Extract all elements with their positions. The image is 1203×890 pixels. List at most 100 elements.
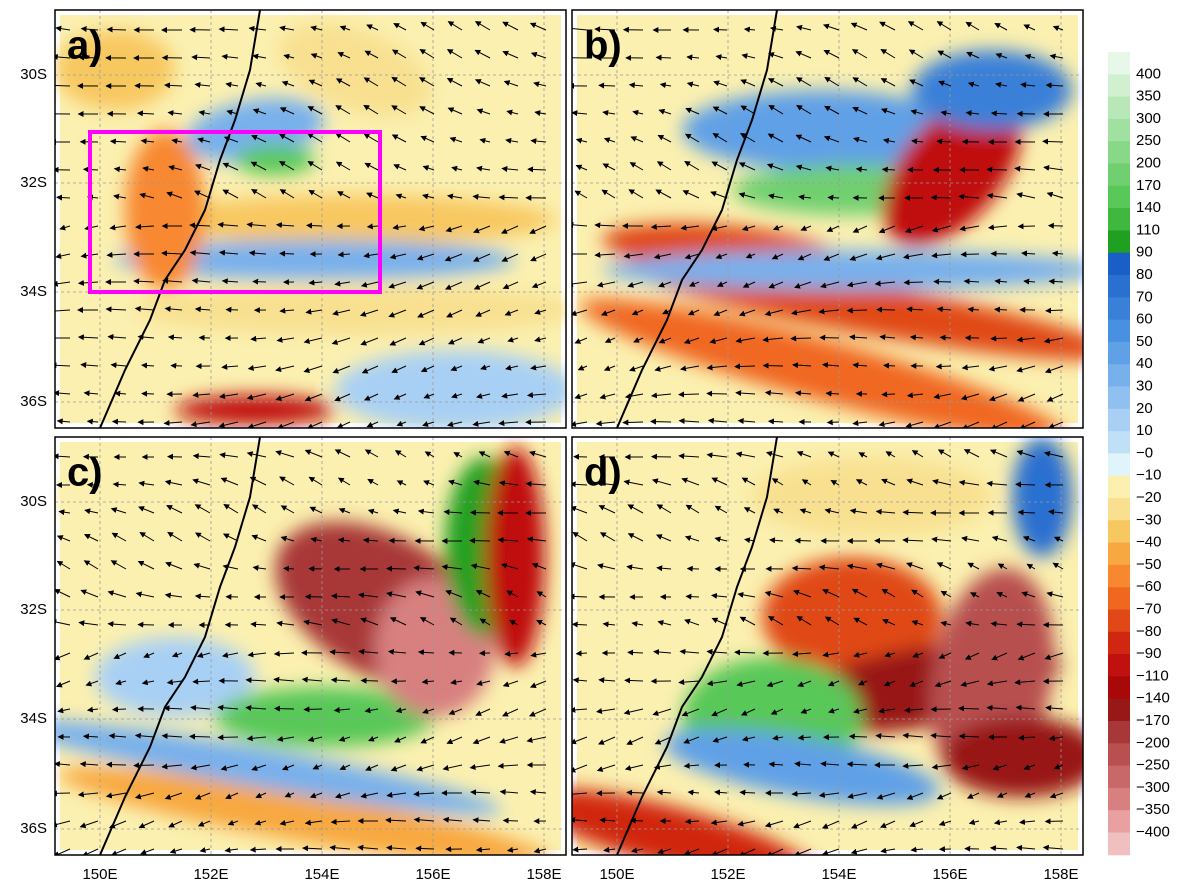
colorbar-label: 350 [1136,88,1161,105]
wind-arrow [623,422,643,423]
colorbar-swatch [1108,320,1130,343]
wind-arrow [795,540,811,541]
colorbar-swatch [1108,164,1130,187]
field [50,5,575,430]
colorbar-swatch [1108,476,1130,499]
field [519,437,1102,885]
wind-arrow [1019,226,1035,227]
colorbar-swatch [1108,186,1130,209]
wind-arrow [504,820,518,821]
colorbar-label: −50 [1136,556,1161,573]
colorbar-swatch [1108,141,1130,164]
lon-label: 158E [526,866,561,883]
field-blob [235,145,315,175]
wind-arrow [735,366,755,367]
lon-label: 156E [415,866,450,883]
field-blob [155,195,555,245]
wind-arrow [57,197,70,198]
colorbar-swatch [1108,676,1130,699]
colorbar-swatch [1108,743,1130,766]
colorbar-swatch [1108,565,1130,588]
wind-arrow [937,366,951,367]
lon-label: 154E [304,866,339,883]
field-blob [125,130,205,290]
wind-arrow [764,365,783,366]
wind-arrow [218,737,238,738]
colorbar-label: −10 [1136,467,1161,484]
lat-label: 30S [20,66,47,83]
wind-arrow [307,225,322,226]
wind-arrow [791,338,811,339]
wind-arrow [828,197,839,198]
colorbar-label: −0 [1136,444,1153,461]
lon-label: 156E [932,866,967,883]
colorbar-swatch [1108,74,1130,97]
lat-label: 30S [20,493,47,510]
colorbar-swatch [1108,721,1130,744]
wind-arrow [599,85,615,86]
colorbar: 4003503002502001701401109080706050403020… [1108,52,1170,855]
field-blob [485,447,545,667]
figure: a)30S32S34S36Sb)c)30S32S34S36S150E152E15… [0,0,1203,885]
colorbar-label: 60 [1136,311,1153,328]
colorbar-label: 250 [1136,132,1161,149]
colorbar-swatch [1108,654,1130,677]
colorbar-swatch [1108,119,1130,142]
wind-arrow [113,421,126,422]
colorbar-swatch [1108,453,1130,476]
wind-arrow [820,337,839,338]
colorbar-label: −70 [1136,600,1161,617]
colorbar-label: −110 [1136,667,1169,684]
colorbar-label: 80 [1136,266,1153,283]
colorbar-swatch [1108,520,1130,543]
colorbar-label: 170 [1136,177,1161,194]
wind-arrow [850,736,867,737]
field-blob [1012,437,1072,557]
colorbar-label: −20 [1136,489,1161,506]
colorbar-swatch [1108,387,1130,410]
colorbar-label: 140 [1136,199,1161,216]
lon-label: 158E [1043,866,1078,883]
colorbar-swatch [1108,833,1130,856]
wind-arrow [987,169,1007,170]
wind-arrow [253,281,266,282]
colorbar-swatch [1108,275,1130,298]
wind-arrow [651,421,671,422]
wind-arrow [904,282,923,283]
colorbar-swatch [1108,253,1130,276]
colorbar-label: −170 [1136,712,1170,729]
colorbar-swatch [1108,297,1130,320]
wind-arrow [113,709,126,710]
colorbar-swatch [1108,610,1130,633]
lon-label: 150E [82,866,117,883]
colorbar-label: 90 [1136,244,1153,261]
wind-arrow [628,652,643,653]
colorbar-swatch [1108,409,1130,432]
wind-arrow [686,596,699,597]
wind-arrow [280,253,294,254]
colorbar-label: 400 [1136,65,1161,82]
colorbar-swatch [1108,498,1130,521]
field [567,10,1123,464]
wind-arrow [941,337,951,338]
colorbar-label: 10 [1136,422,1153,439]
lon-label: 152E [710,866,745,883]
wind-arrow [882,394,895,395]
lon-label: 150E [599,866,634,883]
colorbar-label: −250 [1136,757,1170,774]
wind-arrow [848,310,867,311]
panel-label: a) [67,24,103,68]
colorbar-label: 70 [1136,288,1153,305]
colorbar-label: 110 [1136,221,1160,238]
colorbar-swatch [1108,342,1130,365]
colorbar-swatch [1108,788,1130,811]
colorbar-label: 50 [1136,333,1153,350]
lon-label: 152E [193,866,228,883]
lat-label: 34S [20,283,47,300]
colorbar-label: 20 [1136,400,1153,417]
colorbar-label: −30 [1136,511,1161,528]
wind-arrow [108,29,126,30]
field-blob [752,457,992,537]
panel-label: d) [584,451,622,495]
wind-arrow [961,254,979,255]
